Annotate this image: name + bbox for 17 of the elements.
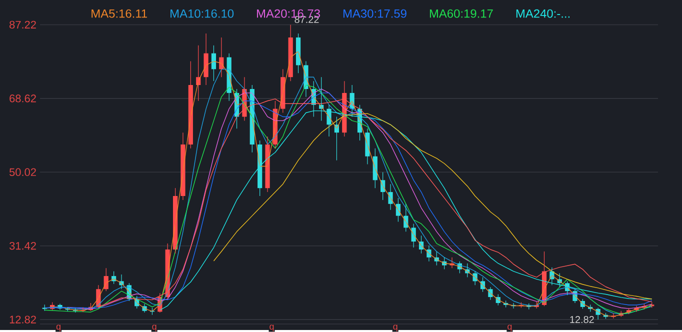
text: MA30:17.59 [343,9,406,18]
text: MA5:16.11 [92,9,147,18]
text: MA60:19.17 [430,9,493,18]
y-tick-label: 68.62 [10,94,36,102]
text: q [270,324,274,332]
text: q [56,324,60,332]
text: MA10:16.10 [170,9,234,18]
text: q [508,324,512,332]
y-tick-label: 12.82 [10,316,36,324]
y-tick-label: 31.42 [9,242,36,250]
text: q [393,324,398,332]
text: MA240:-... [516,9,570,18]
y-tick-label: 87.22 [10,20,36,29]
annotation: 12.82 [570,316,594,324]
text: q [152,324,156,332]
text: MA20:16.73 [257,9,320,18]
y-tick-label: 50.02 [10,168,36,176]
